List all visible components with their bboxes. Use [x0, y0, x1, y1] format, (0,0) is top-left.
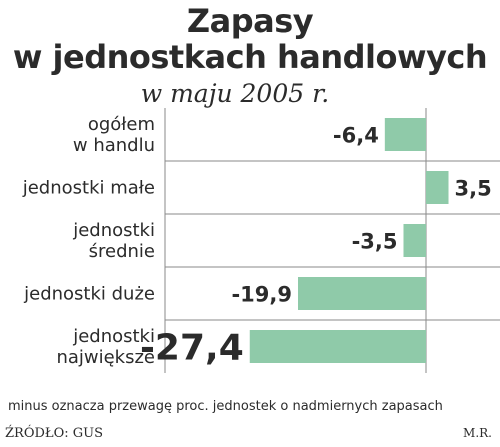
- category-label-line: jednostki: [72, 220, 155, 241]
- bar: [384, 118, 426, 151]
- category-label-line: największe: [56, 347, 155, 368]
- chart-title-line-1: Zapasy: [186, 2, 314, 40]
- author-credit: M.R.: [463, 426, 492, 440]
- bar: [298, 277, 426, 310]
- chart-subtitle: w maju 2005 r.: [140, 79, 330, 108]
- value-label: -3,5: [352, 230, 398, 254]
- value-label: -19,9: [231, 283, 292, 307]
- category-label: jednostki średnie: [72, 220, 155, 262]
- category-label-line: jednostki małe: [22, 178, 155, 199]
- value-label: -27,4: [140, 328, 244, 369]
- value-label: -6,4: [333, 124, 379, 148]
- chart-title-line-2: w jednostkach handlowych: [12, 38, 488, 76]
- category-label-line: jednostki: [72, 326, 155, 347]
- bar: [249, 330, 426, 363]
- category-label-line: średnie: [89, 241, 155, 262]
- category-label: ogółem w handlu: [73, 114, 155, 156]
- category-label: jednostki małe: [22, 178, 155, 199]
- value-label: 3,5: [455, 177, 492, 201]
- bar: [403, 224, 426, 257]
- category-label: jednostki największe: [56, 326, 155, 368]
- source-credit: ŹRÓDŁO: GUS: [5, 426, 104, 441]
- category-label-line: w handlu: [73, 135, 155, 156]
- category-label: jednostki duże: [23, 284, 155, 305]
- category-label-line: jednostki duże: [23, 284, 155, 305]
- bar-chart: ogółem w handlu -6,4 jednostki małe 3,5 jedno…: [22, 108, 500, 373]
- category-label-line: ogółem: [88, 114, 155, 135]
- footnote: minus oznacza przewagę proc. jednostek o…: [8, 399, 443, 414]
- bar: [426, 171, 449, 204]
